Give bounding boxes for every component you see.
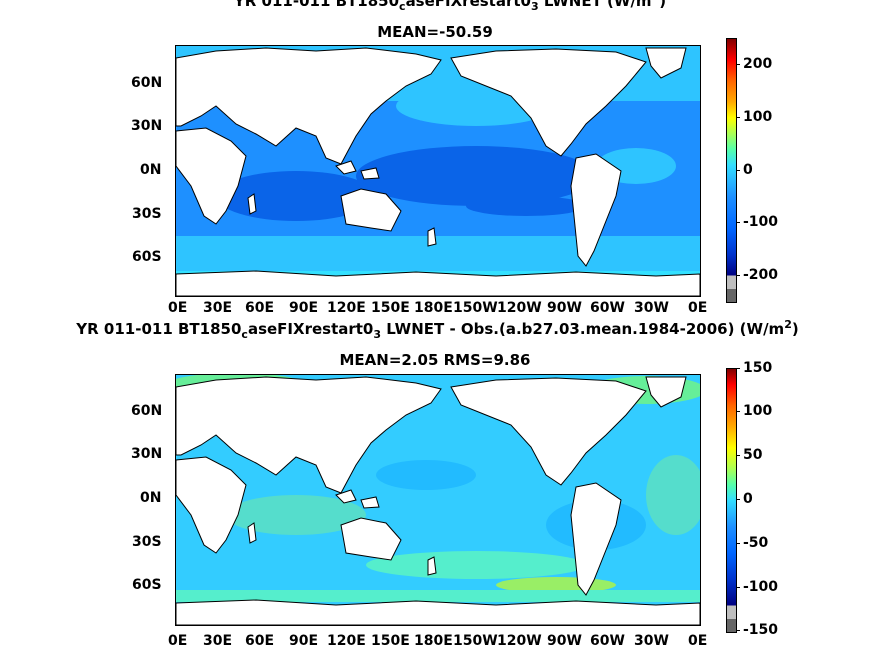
panel-1-colorbar-tick bbox=[736, 64, 740, 65]
panel-1-lon-label: 30W bbox=[634, 300, 669, 316]
panel-1-colorbar-tick bbox=[736, 222, 740, 223]
panel-2-lon-label: 90W bbox=[547, 633, 582, 649]
panel-1-lon-label: 150W bbox=[453, 300, 498, 316]
panel-1-lat-label: 0N bbox=[140, 162, 162, 178]
panel-1-title-line2: MEAN=-50.59 bbox=[377, 23, 493, 41]
panel-2-lon-label: 120E bbox=[327, 633, 366, 649]
panel-2-colorbar-label: -50 bbox=[743, 535, 769, 551]
panel-2-colorbar-tick bbox=[736, 411, 740, 412]
panel-2-title-line2: MEAN=2.05 RMS=9.86 bbox=[339, 351, 531, 369]
panel-1-lon-label: 30E bbox=[203, 300, 233, 316]
panel-2-lon-label: 150E bbox=[371, 633, 410, 649]
panel-1-lat-label: 60S bbox=[132, 249, 162, 265]
panel-1-lon-label: 180E bbox=[414, 300, 453, 316]
panel-1-lat-label: 60N bbox=[131, 75, 163, 91]
panel-2-lon-label: 0E bbox=[688, 633, 708, 649]
panel-1-lon-label: 0E bbox=[168, 300, 188, 316]
panel-2-lon-label: 90E bbox=[289, 633, 319, 649]
panel-1-colorbar-label: 200 bbox=[743, 56, 773, 72]
panel-1-colorbar-tick bbox=[736, 170, 740, 171]
panel-2-lat-label: 30N bbox=[131, 446, 163, 462]
panel-1-lat-label: 30S bbox=[132, 206, 162, 222]
panel-2-lon-label: 60E bbox=[245, 633, 275, 649]
panel-1-colorbar-tick bbox=[736, 275, 740, 276]
panel-1-lon-label: 60W bbox=[590, 300, 625, 316]
panel-2-lat-label: 0N bbox=[140, 490, 162, 506]
panel-1-lon-label: 120W bbox=[497, 300, 542, 316]
panel-2-colorbar-label: 50 bbox=[743, 447, 763, 463]
panel-1-title-line1: YR 011-011 BT1850caseFIXrestart03 LWNET … bbox=[233, 0, 667, 13]
panel-2-colorbar-tick bbox=[736, 455, 740, 456]
panel-2-colorbar-tick bbox=[736, 587, 740, 588]
panel-1-lon-label: 90W bbox=[547, 300, 582, 316]
panel-1-lon-label: 150E bbox=[371, 300, 410, 316]
panel-2-colorbar-label: 0 bbox=[743, 491, 753, 507]
panel-2-colorbar-tick bbox=[736, 499, 740, 500]
panel-1-colorbar-label: -100 bbox=[743, 214, 779, 230]
panel-1-map bbox=[175, 45, 701, 297]
panel-1-colorbar-label: -200 bbox=[743, 267, 779, 283]
panel-2-lon-label: 120W bbox=[497, 633, 542, 649]
panel-2-lat-label: 60S bbox=[132, 577, 162, 593]
panel-2-lat-label: 30S bbox=[132, 534, 162, 550]
panel-2-lat-label: 60N bbox=[131, 403, 163, 419]
panel-2-colorbar bbox=[726, 368, 737, 633]
panel-1-lon-label: 0E bbox=[688, 300, 708, 316]
panel-1-lat-label: 30N bbox=[131, 118, 163, 134]
panel-1-colorbar-tick bbox=[736, 117, 740, 118]
panel-2-lon-label: 30E bbox=[203, 633, 233, 649]
panel-2-colorbar-tick bbox=[736, 368, 740, 369]
panel-1-colorbar-label: 0 bbox=[743, 162, 753, 178]
panel-1-lon-label: 120E bbox=[327, 300, 366, 316]
panel-2-colorbar-label: -100 bbox=[743, 579, 779, 595]
panel-1-lon-label: 90E bbox=[289, 300, 319, 316]
panel-1-colorbar-label: 100 bbox=[743, 109, 773, 125]
panel-1-lon-label: 60E bbox=[245, 300, 275, 316]
panel-2-colorbar-label: 100 bbox=[743, 403, 773, 419]
panel-2-lon-label: 30W bbox=[634, 633, 669, 649]
panel-2-colorbar-tick bbox=[736, 630, 740, 631]
panel-2-lon-label: 60W bbox=[590, 633, 625, 649]
panel-2-lon-label: 0E bbox=[168, 633, 188, 649]
panel-2-lon-label: 150W bbox=[453, 633, 498, 649]
panel-2-lon-label: 180E bbox=[414, 633, 453, 649]
panel-2-map bbox=[175, 374, 701, 626]
panel-2-colorbar-label: -150 bbox=[743, 622, 779, 638]
panel-2-colorbar-label: 150 bbox=[743, 360, 773, 376]
panel-2-title-line1: YR 011-011 BT1850caseFIXrestart03 LWNET … bbox=[76, 318, 799, 341]
panel-2-colorbar-tick bbox=[736, 543, 740, 544]
